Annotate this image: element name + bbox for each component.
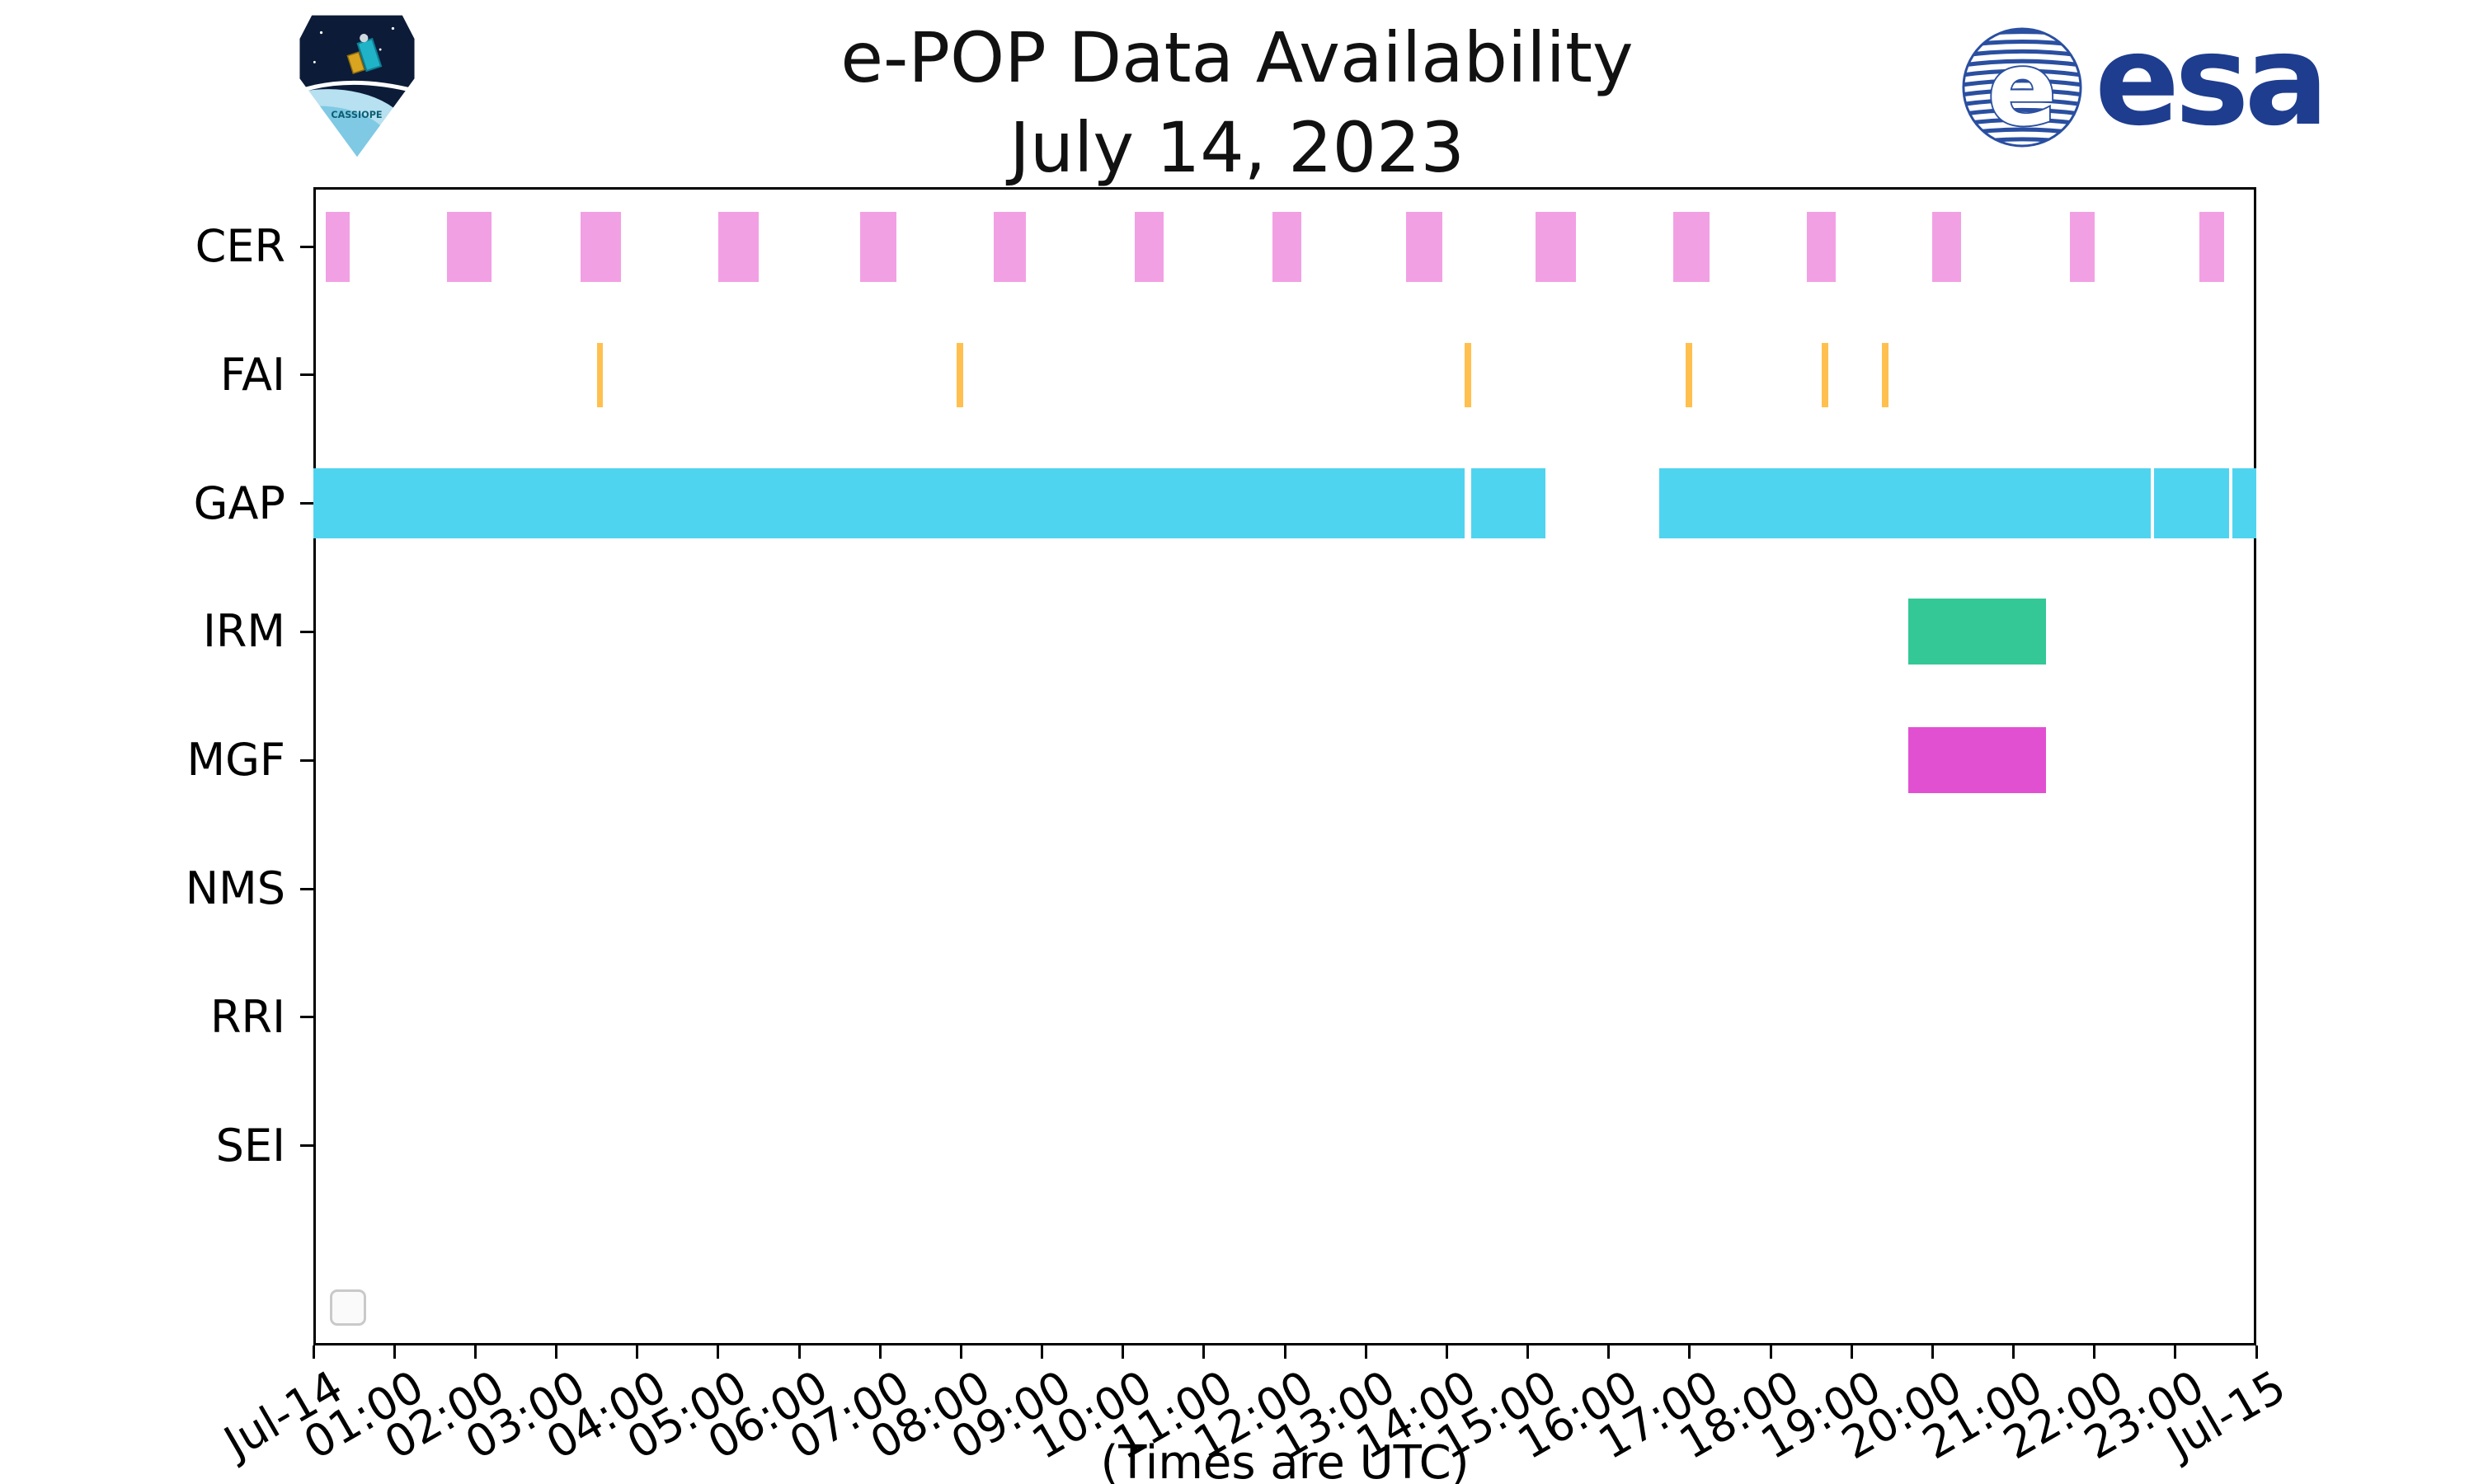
row-label-rri: RRI <box>210 990 285 1043</box>
x-tick <box>1202 1345 1206 1359</box>
x-tick <box>312 1345 315 1359</box>
x-tick <box>1041 1345 1043 1359</box>
availability-bar-gap <box>2232 468 2256 539</box>
availability-bar-gap <box>2154 468 2229 539</box>
y-tick <box>300 887 313 890</box>
y-tick <box>300 1144 313 1148</box>
x-tick <box>2012 1345 2015 1359</box>
y-tick <box>300 758 313 762</box>
esa-emblem-letter: e <box>1987 30 2057 148</box>
x-tick <box>797 1345 801 1359</box>
esa-logo: e esa <box>1961 18 2329 150</box>
availability-bar-gap <box>1470 468 1546 539</box>
availability-bar-cer <box>1135 211 1164 282</box>
y-tick <box>300 245 313 248</box>
x-tick <box>2093 1345 2096 1359</box>
y-tick <box>300 502 313 505</box>
availability-bar-fai <box>1464 342 1471 407</box>
availability-bar-cer <box>993 211 1026 282</box>
availability-bar-gap <box>313 468 1465 539</box>
x-tick <box>1931 1345 1934 1359</box>
availability-bar-cer <box>1932 211 1961 282</box>
x-tick <box>1607 1345 1611 1359</box>
availability-bar-cer <box>1807 211 1836 282</box>
x-tick <box>878 1345 882 1359</box>
x-tick <box>2255 1345 2258 1359</box>
availability-bar-cer <box>859 211 896 282</box>
x-tick <box>1445 1345 1448 1359</box>
x-tick <box>1688 1345 1691 1359</box>
x-tick <box>473 1345 477 1359</box>
y-tick <box>300 630 313 633</box>
availability-bar-cer <box>2070 211 2095 282</box>
availability-bar-cer <box>1272 211 1301 282</box>
availability-bar-cer <box>2199 211 2224 282</box>
availability-bar-cer <box>717 211 759 282</box>
esa-wordmark: esa <box>2095 7 2329 153</box>
row-label-irm: IRM <box>202 605 285 658</box>
chart-title-block: e-POP Data Availability July 14, 2023 <box>0 13 2474 193</box>
row-label-nms: NMS <box>185 862 285 914</box>
availability-bar-cer <box>1673 211 1710 282</box>
availability-bar-gap <box>1658 468 2152 539</box>
x-tick <box>1769 1345 1772 1359</box>
x-tick <box>959 1345 962 1359</box>
x-tick <box>717 1345 720 1359</box>
availability-bar-cer <box>1406 211 1443 282</box>
row-label-cer: CER <box>195 220 285 272</box>
availability-bar-irm <box>1907 599 2046 665</box>
row-label-fai: FAI <box>220 348 285 401</box>
y-tick <box>300 1016 313 1019</box>
availability-bar-mgf <box>1907 727 2046 794</box>
chart-title: e-POP Data Availability <box>840 17 1634 98</box>
esa-emblem-globe-icon: e <box>1962 27 2082 148</box>
chart-subtitle-date: July 14, 2023 <box>1009 107 1465 189</box>
x-tick <box>2174 1345 2177 1359</box>
x-tick <box>1122 1345 1125 1359</box>
x-tick <box>1850 1345 1853 1359</box>
x-tick <box>636 1345 639 1359</box>
availability-bar-cer <box>580 211 622 282</box>
y-tick <box>300 373 313 377</box>
mission-patch-label: CASSIOPE <box>331 110 382 120</box>
availability-bar-fai <box>1821 342 1828 407</box>
x-tick <box>393 1345 396 1359</box>
x-tick <box>555 1345 557 1359</box>
availability-bar-cer <box>1536 211 1577 282</box>
x-tick <box>1283 1345 1286 1359</box>
cassiope-mission-patch-icon: CASSIOPE <box>297 12 417 162</box>
row-label-mgf: MGF <box>186 734 286 787</box>
x-axis-label: (Times are UTC) <box>1100 1436 1470 1484</box>
row-label-gap: GAP <box>193 477 285 529</box>
satellite-icon <box>346 34 383 75</box>
availability-bar-fai <box>596 342 604 407</box>
x-tick <box>1364 1345 1367 1359</box>
availability-bar-cer <box>325 211 350 282</box>
x-tick <box>1526 1345 1529 1359</box>
legend-box <box>330 1289 366 1326</box>
row-label-sei: SEI <box>215 1119 285 1172</box>
availability-bar-fai <box>1685 342 1692 407</box>
availability-bar-fai <box>957 342 964 407</box>
availability-bar-fai <box>1882 342 1889 407</box>
availability-bar-cer <box>446 211 492 282</box>
